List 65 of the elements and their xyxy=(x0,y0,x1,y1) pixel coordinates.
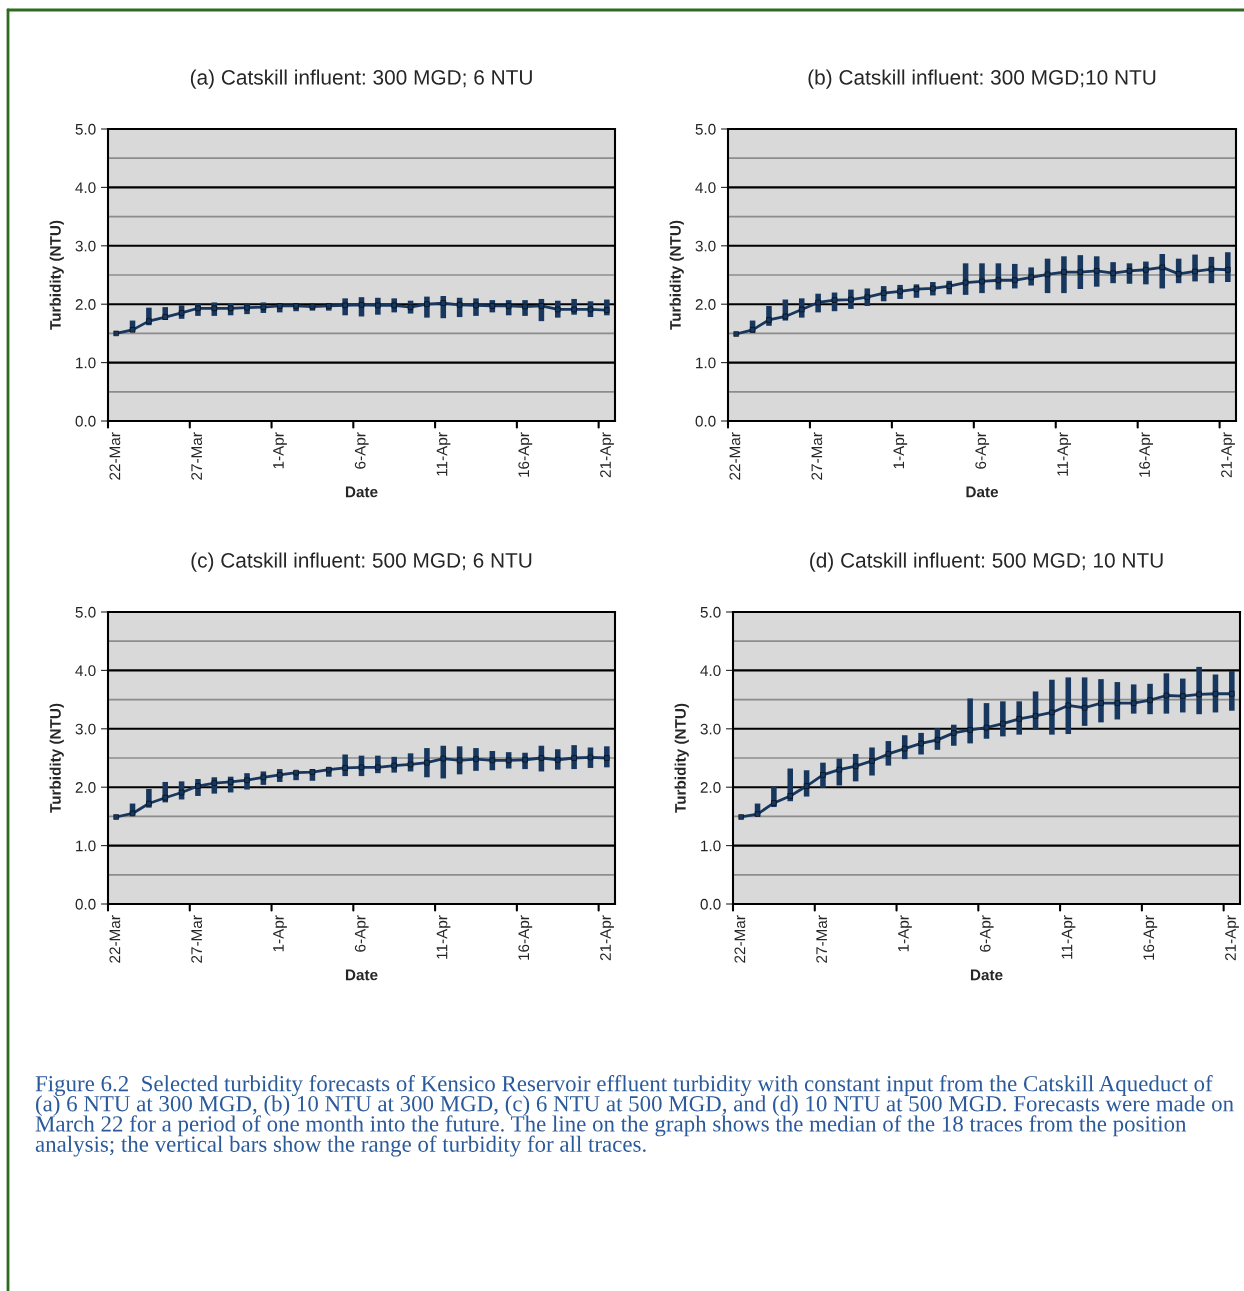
x-tick-label: 11-Apr xyxy=(436,915,451,959)
x-tick-label: 22-Mar xyxy=(734,915,746,963)
x-tick-label: 21-Apr xyxy=(600,915,614,961)
y-tick-label: 1.0 xyxy=(701,840,721,852)
x-tick-label: 6-Apr xyxy=(979,915,994,952)
y-tick-label: 4.0 xyxy=(75,665,96,677)
y-axis-title: Turbidity (NTU) xyxy=(669,220,684,330)
x-tick-label: 22-Mar xyxy=(109,915,121,963)
x-tick-label: 1-Apr xyxy=(273,432,287,469)
x-tick-label: 16-Apr xyxy=(518,915,533,960)
x-tick-label: 11-Apr xyxy=(1057,432,1072,476)
x-tick-label: 27-Mar xyxy=(191,915,203,963)
x-tick-label: 21-Apr xyxy=(1221,432,1235,478)
x-tick-label: 21-Apr xyxy=(1225,915,1239,961)
y-tick-label: 0.0 xyxy=(75,898,96,910)
y-tick-label: 4.0 xyxy=(695,182,716,194)
x-tick-label: 22-Mar xyxy=(729,432,741,480)
y-tick-label: 0.0 xyxy=(695,415,716,427)
y-tick-label: 5.0 xyxy=(75,606,96,618)
chart-title: (d) Catskill influent: 500 MGD; 10 NTU xyxy=(810,552,1163,572)
x-tick-label: 22-Mar xyxy=(109,432,121,480)
x-tick-label: 16-Apr xyxy=(518,432,533,477)
caption: Figure 6.2 Selected turbidity forecasts of Kensico Reservoir effluent turbidity with constant input from the Catskill Aqueduct of (a) 6 NTU at 300 MGD, (b) 10 NTU at 300 MGD, (c) 6 NTU at 500 MGD, and (d) 10 NTU at 500 MGD. Forecasts were made on March 22 for a period of one month into the future. The line on the graph shows the median of the 18 traces from the position analysis; the vertical bars show the range of turbidity for all traces. xyxy=(35,1075,1234,1157)
x-tick-label: 6-Apr xyxy=(354,915,369,952)
x-tick-label: 16-Apr xyxy=(1139,432,1153,477)
y-tick-label: 0.0 xyxy=(75,415,96,427)
x-tick-label: 21-Apr xyxy=(600,432,614,478)
y-axis-title: Turbidity (NTU) xyxy=(674,703,689,813)
chart-title: (a) Catskill influent: 300 MGD; 6 NTU xyxy=(190,69,532,89)
y-tick-label: 3.0 xyxy=(75,240,96,252)
y-tick-label: 1.0 xyxy=(76,357,96,369)
y-tick-label: 1.0 xyxy=(696,357,716,369)
y-tick-label: 3.0 xyxy=(695,240,716,252)
chart-title: (c) Catskill influent: 500 MGD; 6 NTU xyxy=(191,552,532,572)
y-axis-title: Turbidity (NTU) xyxy=(49,220,64,330)
x-axis-title: Date xyxy=(345,969,378,981)
x-tick-label: 1-Apr xyxy=(893,432,908,469)
y-tick-label: 3.0 xyxy=(75,723,96,735)
x-axis-title: Date xyxy=(970,969,1003,981)
x-tick-label: 27-Mar xyxy=(191,432,203,480)
x-tick-label: 11-Apr xyxy=(1061,915,1076,959)
y-tick-label: 2.0 xyxy=(75,299,96,310)
x-axis-title: Date xyxy=(966,486,999,498)
y-tick-label: 4.0 xyxy=(75,182,96,194)
x-tick-label: 6-Apr xyxy=(354,432,369,469)
y-tick-label: 1.0 xyxy=(76,840,96,852)
chart-title: (b) Catskill influent: 300 MGD;10 NTU xyxy=(808,69,1156,89)
x-axis-title: Date xyxy=(345,486,378,498)
x-tick-label: 27-Mar xyxy=(816,915,828,963)
y-tick-label: 2.0 xyxy=(700,782,721,793)
y-tick-label: 2.0 xyxy=(695,299,716,310)
x-tick-label: 11-Apr xyxy=(436,432,451,476)
x-tick-label: 16-Apr xyxy=(1143,915,1158,960)
y-tick-label: 4.0 xyxy=(700,665,721,677)
y-tick-label: 5.0 xyxy=(700,606,721,618)
y-tick-label: 3.0 xyxy=(700,723,721,735)
y-tick-label: 5.0 xyxy=(695,123,716,135)
x-tick-label: 27-Mar xyxy=(811,432,823,480)
x-tick-label: 1-Apr xyxy=(898,915,912,952)
x-tick-label: 1-Apr xyxy=(273,915,287,952)
y-tick-label: 5.0 xyxy=(75,123,96,135)
y-tick-label: 0.0 xyxy=(700,898,721,910)
y-axis-title: Turbidity (NTU) xyxy=(49,703,64,813)
y-tick-label: 2.0 xyxy=(75,782,96,793)
x-tick-label: 6-Apr xyxy=(975,432,990,469)
